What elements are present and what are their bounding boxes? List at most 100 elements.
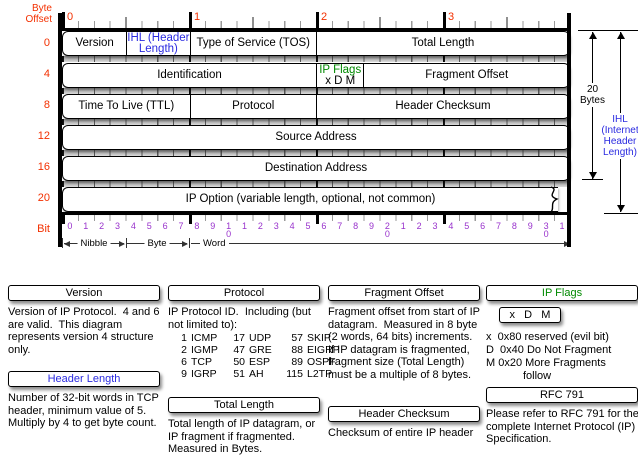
left-edge-bar xyxy=(58,13,62,247)
proto-num: 9 xyxy=(181,368,187,380)
field-ihl: IHL (Header Length) xyxy=(126,31,190,55)
flag-line-follow: follow xyxy=(523,370,552,382)
proto-num: 89 xyxy=(291,356,303,368)
bit-numbers: 0 1 2 3 4 5 6 7 8 9 1 0 1 2 3 4 5 6 7 8 … xyxy=(62,221,570,239)
legend-title-rfc: RFC 791 xyxy=(486,387,638,403)
ip-flags-title: IP Flags xyxy=(319,63,362,76)
proto-num: 88 xyxy=(291,344,303,356)
unit-measures: Nibble Byte Word xyxy=(62,238,570,252)
bit-number: 5 xyxy=(305,221,311,231)
flag-line-d: D 0x40 Do Not Fragment xyxy=(486,344,612,356)
field-source-address: Source Address xyxy=(275,131,357,143)
legend-desc-protocol: IP Protocol ID. Including (but not limit… xyxy=(168,306,314,331)
proto-name: TCP xyxy=(191,356,212,368)
bit-number: 4 xyxy=(130,221,136,231)
field-destination-address: Destination Address xyxy=(264,162,368,174)
bit-separator-band xyxy=(62,88,570,94)
nibble-arrow-left xyxy=(64,240,70,247)
field-tos: Type of Service (TOS) xyxy=(189,32,317,55)
arrow-20-bytes-head-bottom xyxy=(588,172,597,179)
bit-number: 7 xyxy=(496,221,502,231)
bit-number: 3 xyxy=(115,221,121,231)
row-12: Source Address xyxy=(62,125,570,150)
proto-num: 57 xyxy=(291,332,303,344)
row-16: Destination Address xyxy=(62,156,570,181)
field-total-length: Total Length xyxy=(316,32,569,55)
bit-number: 2 xyxy=(99,221,105,231)
proto-num: 6 xyxy=(181,356,187,368)
row-offset-4: 4 xyxy=(43,68,50,80)
bit-number: 4 xyxy=(289,221,295,231)
byte-ruler-byte-ticks xyxy=(62,12,570,28)
measure-divider xyxy=(189,238,190,248)
nibble-label: Nibble xyxy=(77,238,111,249)
bit-number: 1 0 xyxy=(226,221,232,239)
proto-name: EIGRP xyxy=(307,344,340,356)
cap-20-bytes-bottom xyxy=(582,179,603,180)
bit-number: 1 xyxy=(400,221,406,231)
bit-number: 3 xyxy=(432,221,438,231)
proto-name: AH xyxy=(249,368,264,380)
legend-title-header-checksum: Header Checksum xyxy=(328,406,480,422)
cap-top xyxy=(578,30,638,31)
bit-number: 0 xyxy=(67,221,73,231)
bit-ruler xyxy=(62,212,570,224)
bit-number: 6 xyxy=(162,221,168,231)
bit-number: 9 xyxy=(369,221,375,231)
legend-title-total-length: Total Length xyxy=(168,397,320,413)
legend-desc-header-checksum: Checksum of entire IP header xyxy=(328,427,474,439)
bit-number: 6 xyxy=(480,221,486,231)
bit-number: 6 xyxy=(321,221,327,231)
bit-label: Bit xyxy=(37,223,50,235)
bit-separator-band xyxy=(62,56,570,62)
proto-name: L2TP xyxy=(307,368,333,380)
proto-num: 115 xyxy=(286,368,303,380)
field-identification: Identification xyxy=(157,69,222,81)
twenty-bytes-label: 20 Bytes xyxy=(575,83,610,107)
nibble-arrow-right xyxy=(118,240,125,247)
row-20: IP Option (variable length, optional, no… xyxy=(62,186,559,213)
arrow-20-bytes-head-top xyxy=(588,32,597,39)
bit-number: 8 xyxy=(194,221,200,231)
proto-name: OSPF xyxy=(307,356,336,368)
proto-name: ICMP xyxy=(191,332,218,344)
ip-flags-bits: x D M xyxy=(325,74,356,87)
bit-number: 2 0 xyxy=(384,221,390,239)
field-ip-option: IP Option (variable length, optional, no… xyxy=(185,193,436,205)
row-offset-12: 12 xyxy=(37,130,50,142)
bit-number: 8 xyxy=(511,221,517,231)
bit-number: 7 xyxy=(178,221,184,231)
field-ttl: Time To Live (TTL) xyxy=(78,100,175,112)
byte-ruler-num-3: 3 xyxy=(448,11,455,23)
ip-flags-lines: x 0x80 reserved (evil bit) D 0x40 Do Not… xyxy=(486,331,638,383)
legend-desc-rfc: Please refer to RFC 791 for the complete… xyxy=(486,408,638,445)
flag-line-x: x 0x80 reserved (evil bit) xyxy=(486,331,609,343)
protocol-table: 1 ICMP 17 UDP 57 SKIP 2 IGMP 47 GRE 88 E… xyxy=(175,332,340,380)
proto-name: UDP xyxy=(249,332,272,344)
byte-ruler-num-1: 1 xyxy=(194,11,201,23)
word-line xyxy=(190,243,566,244)
row-offset-0: 0 xyxy=(43,37,50,49)
word-label: Word xyxy=(200,238,229,249)
arrow-ihl-head-top xyxy=(616,32,625,39)
legend-desc-total-length: Total length of IP datagram, or IP fragm… xyxy=(168,418,319,455)
proto-num: 2 xyxy=(181,344,187,356)
bit-number: 1 xyxy=(242,221,248,231)
proto-num: 17 xyxy=(233,332,245,344)
legend-desc-header-length: Number of 32-bit words in TCP header, mi… xyxy=(8,392,162,429)
bit-number: 5 xyxy=(464,221,470,231)
byte-ruler: 0 1 2 3 xyxy=(62,11,570,31)
arrow-ihl-head-bottom xyxy=(616,205,625,212)
measure-divider xyxy=(62,238,63,248)
proto-name: ESP xyxy=(249,356,271,368)
byte-ruler-num-2: 2 xyxy=(321,11,328,23)
bit-number: 2 xyxy=(416,221,422,231)
proto-name: IGMP xyxy=(191,344,218,356)
legend-title-fragment-offset: Fragment Offset xyxy=(328,285,480,301)
field-fragment-offset: Fragment Offset xyxy=(363,64,569,87)
bit-number: 1 xyxy=(83,221,89,231)
legend-title-protocol: Protocol xyxy=(168,285,320,301)
proto-name: SKIP xyxy=(307,332,331,344)
legend-title-ip-flags: IP Flags xyxy=(486,285,638,301)
